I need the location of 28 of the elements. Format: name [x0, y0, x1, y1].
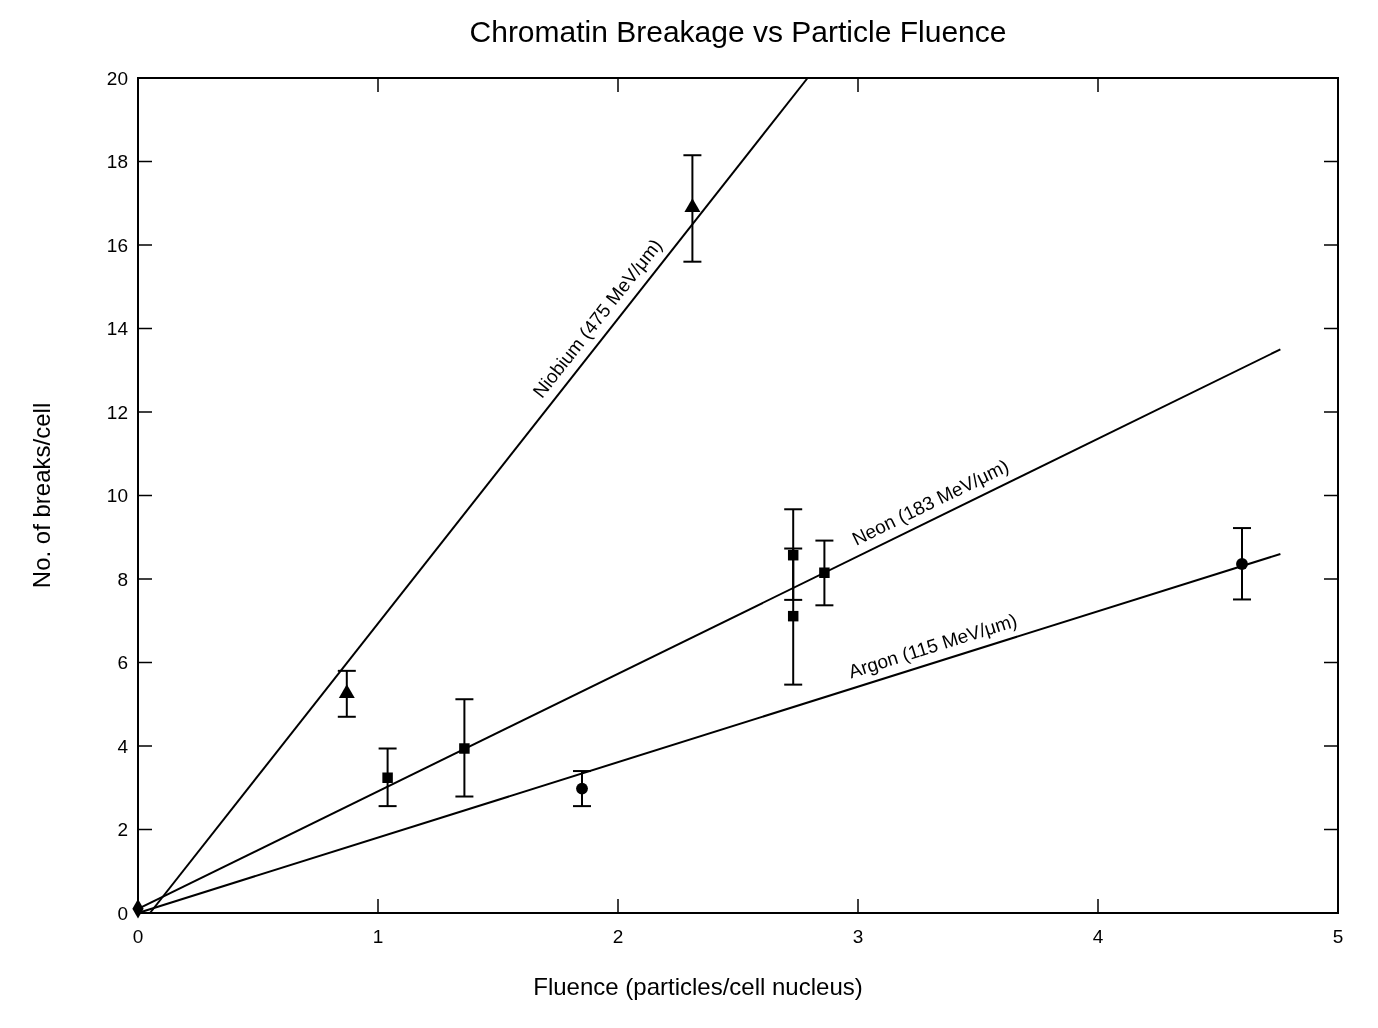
point	[382, 772, 393, 783]
y-tick-label: 10	[106, 485, 128, 507]
y-tick-label: 6	[117, 652, 128, 674]
point	[787, 549, 799, 561]
x-tick-label: 5	[1332, 926, 1344, 947]
y-tick-label: 4	[117, 735, 129, 757]
y-tick-label: 14	[106, 318, 129, 340]
y-axis-title: No. of breaks/cell	[28, 402, 55, 589]
x-tick-label: 0	[132, 926, 144, 947]
y-tick-label: 16	[106, 234, 128, 256]
point	[684, 198, 701, 213]
x-tick-label: 1	[372, 926, 384, 947]
point	[576, 782, 588, 795]
point	[787, 610, 799, 622]
point	[819, 567, 830, 578]
x-tick-label: 4	[1092, 926, 1104, 947]
y-tick-label: 18	[106, 151, 128, 173]
point	[1236, 558, 1248, 570]
y-tick-label: 20	[106, 67, 128, 89]
x-tick-label: 2	[612, 926, 624, 947]
point	[459, 743, 470, 754]
y-tick-label: 12	[106, 401, 128, 423]
x-tick-label: 3	[852, 926, 864, 947]
chart-title: Chromatin Breakage vs Particle Fluence	[469, 15, 1007, 48]
y-tick-label: 0	[117, 902, 128, 924]
y-tick-label: 2	[117, 819, 128, 841]
x-axis-title: Fluence (particles/cell nucleus)	[533, 973, 863, 1000]
y-tick-label: 8	[117, 568, 128, 590]
